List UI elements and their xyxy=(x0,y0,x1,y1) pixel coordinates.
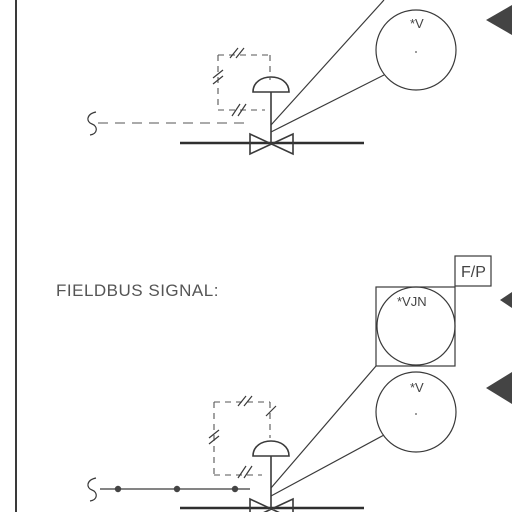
leader-line-top-lower xyxy=(270,74,385,133)
leader-line-bottom-upper xyxy=(270,365,377,489)
positioner-tubing-top xyxy=(212,47,271,117)
fieldbus-instrument-tag: *VJN xyxy=(397,294,427,309)
bottom-control-loop: *V xyxy=(87,365,512,512)
signal-start-symbol-top xyxy=(87,111,97,136)
fieldbus-node-1 xyxy=(114,485,122,493)
fieldbus-instrument-bubble xyxy=(376,286,456,366)
leader-line-bottom-lower xyxy=(270,434,385,497)
fieldbus-node-3 xyxy=(231,485,239,493)
valve-actuator-bottom xyxy=(252,440,290,457)
top-control-loop: *V xyxy=(87,0,512,156)
instrument-bubble-top xyxy=(375,9,457,91)
arrow-marker-top xyxy=(486,5,512,35)
signal-start-symbol-bottom xyxy=(87,477,97,502)
instrument-tag-top: *V xyxy=(410,16,424,31)
instrument-bubble-bottom xyxy=(375,371,457,453)
fp-box xyxy=(454,255,492,287)
fp-box-label: F/P xyxy=(461,264,486,281)
positioner-tubing-bottom xyxy=(208,395,277,479)
arrow-marker-middle xyxy=(500,292,512,308)
bubble-center-dot-bottom xyxy=(415,413,417,415)
fieldbus-signal-label: FIELDBUS SIGNAL: xyxy=(56,281,219,300)
arrow-marker-bottom xyxy=(486,372,512,404)
fieldbus-device: F/P *VJN xyxy=(375,255,512,367)
fieldbus-node-2 xyxy=(173,485,181,493)
leader-line-top-upper xyxy=(270,0,385,126)
valve-body-bottom xyxy=(249,497,294,512)
valve-body-top xyxy=(249,132,294,156)
valve-actuator-top xyxy=(252,76,290,93)
bubble-center-dot-top xyxy=(415,51,417,53)
instrument-tag-bottom: *V xyxy=(410,380,424,395)
